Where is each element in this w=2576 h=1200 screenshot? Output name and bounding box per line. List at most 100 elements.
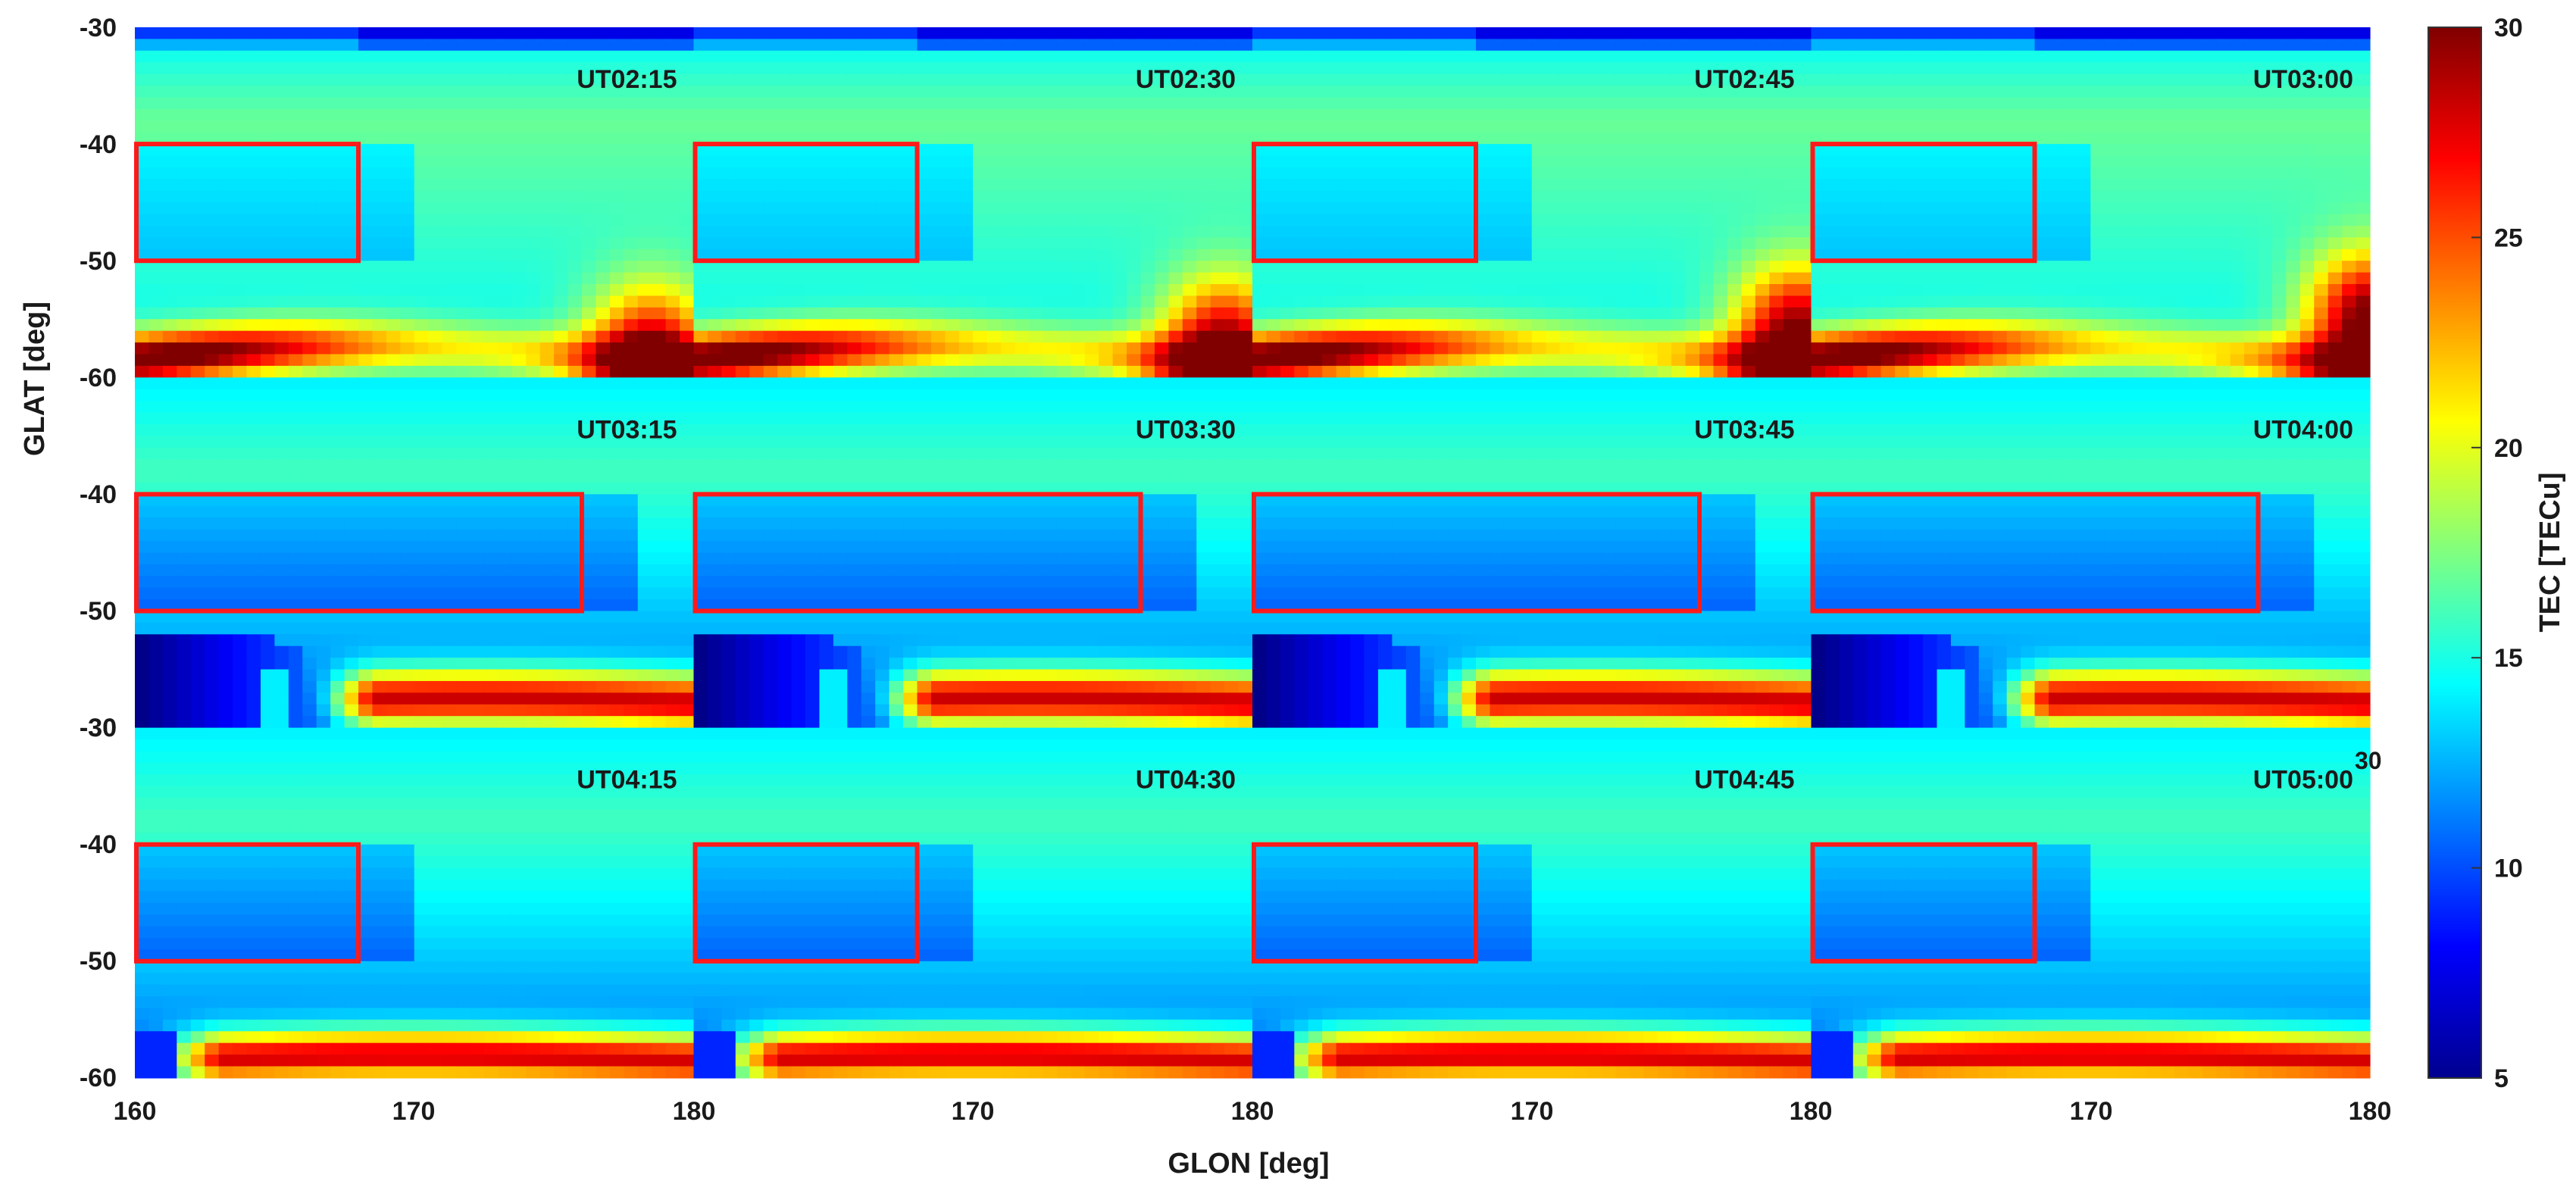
- heatmap-cell: [763, 108, 778, 121]
- heatmap-cell: [1392, 261, 1407, 273]
- heatmap-cell: [652, 319, 667, 332]
- heatmap-cell: [582, 108, 597, 121]
- heatmap-cell: [1699, 86, 1715, 98]
- heatmap-cell: [958, 108, 974, 121]
- heatmap-cell: [833, 214, 848, 227]
- heatmap-cell: [428, 144, 443, 157]
- heatmap-cell: [1978, 27, 1993, 40]
- heatmap-cell: [414, 214, 429, 227]
- heatmap-cell: [1965, 248, 1980, 261]
- heatmap-cell: [1824, 27, 1840, 40]
- heatmap-cell: [1797, 39, 1812, 52]
- heatmap-cell: [805, 108, 821, 121]
- heatmap-cell: [1043, 330, 1058, 343]
- heatmap-cell: [330, 319, 345, 332]
- heatmap-cell: [2034, 248, 2049, 261]
- heatmap-cell: [1308, 167, 1323, 180]
- heatmap-cell: [958, 307, 974, 320]
- heatmap-cell: [805, 190, 821, 203]
- heatmap-cell: [1084, 39, 1099, 52]
- heatmap-cell: [2216, 62, 2231, 75]
- heatmap-cell: [372, 295, 387, 308]
- heatmap-cell: [1099, 86, 1114, 98]
- heatmap-cell: [386, 319, 401, 332]
- heatmap-cell: [1322, 342, 1337, 355]
- heatmap-cell: [1531, 248, 1546, 261]
- heatmap-cell: [162, 330, 177, 343]
- heatmap-cell: [2356, 225, 2371, 238]
- heatmap-cell: [1978, 272, 1993, 285]
- heatmap-cell: [1014, 132, 1030, 145]
- heatmap-cell: [2062, 179, 2077, 192]
- heatmap-cell: [567, 179, 583, 192]
- heatmap-cell: [1099, 284, 1114, 297]
- heatmap-cell: [1783, 86, 1798, 98]
- heatmap-cell: [707, 225, 722, 238]
- heatmap-cell: [1238, 261, 1253, 273]
- heatmap-cell: [2258, 365, 2273, 378]
- heatmap-cell: [1950, 97, 1965, 110]
- heatmap-cell: [1099, 155, 1114, 168]
- heatmap-cell: [400, 261, 415, 273]
- heatmap-cell: [1909, 237, 1924, 250]
- heatmap-cell: [624, 377, 639, 390]
- heatmap-cell: [1336, 237, 1351, 250]
- heatmap-cell: [554, 423, 569, 436]
- heatmap-cell: [1140, 319, 1155, 332]
- heatmap-cell: [833, 248, 848, 261]
- heatmap-cell: [652, 377, 667, 390]
- heatmap-cell: [233, 167, 248, 180]
- heatmap-cell: [1993, 342, 2008, 355]
- heatmap-cell: [1574, 202, 1589, 215]
- heatmap-cell: [2160, 261, 2175, 273]
- heatmap-cell: [1601, 342, 1616, 355]
- heatmap-cell: [470, 261, 485, 273]
- heatmap-cell: [1895, 342, 1910, 355]
- heatmap-cell: [609, 295, 624, 308]
- heatmap-cell: [316, 412, 331, 425]
- heatmap-cell: [1336, 155, 1351, 168]
- heatmap-cell: [511, 401, 527, 414]
- heatmap-cell: [456, 237, 471, 250]
- heatmap-cell: [456, 401, 471, 414]
- heatmap-cell: [1546, 132, 1561, 145]
- heatmap-cell: [1895, 225, 1910, 238]
- heatmap-cell: [2104, 225, 2119, 238]
- heatmap-cell: [1476, 27, 1491, 40]
- heatmap-cell: [1629, 73, 1644, 86]
- heatmap-cell: [1266, 108, 1281, 121]
- heatmap-cell: [1224, 330, 1240, 343]
- heatmap-cell: [973, 179, 988, 192]
- heatmap-cell: [596, 377, 611, 390]
- heatmap-cell: [414, 342, 429, 355]
- heatmap-cell: [958, 120, 974, 133]
- heatmap-cell: [1923, 261, 1938, 273]
- heatmap-cell: [1029, 27, 1044, 40]
- heatmap-cell: [861, 167, 876, 180]
- heatmap-cell: [2342, 27, 2357, 40]
- heatmap-cell: [917, 365, 932, 378]
- heatmap-cell: [1322, 132, 1337, 145]
- heatmap-cell: [1140, 167, 1155, 180]
- heatmap-cell: [1559, 108, 1574, 121]
- heatmap-cell: [1462, 214, 1477, 227]
- heatmap-cell: [596, 120, 611, 133]
- heatmap-cell: [2034, 97, 2049, 110]
- heatmap-cell: [554, 365, 569, 378]
- heatmap-cell: [2146, 319, 2162, 332]
- heatmap-cell: [330, 50, 345, 63]
- heatmap-cell: [511, 97, 527, 110]
- heatmap-cell: [358, 342, 374, 355]
- heatmap-cell: [2034, 330, 2049, 343]
- heatmap-cell: [205, 389, 220, 402]
- heatmap-cell: [1909, 108, 1924, 121]
- heatmap-cell: [1308, 39, 1323, 52]
- heatmap-cell: [316, 272, 331, 285]
- heatmap-cell: [609, 354, 624, 367]
- heatmap-cell: [1266, 62, 1281, 75]
- heatmap-cell: [1029, 354, 1044, 367]
- heatmap-cell: [2216, 225, 2231, 238]
- heatmap-cell: [2342, 354, 2357, 367]
- heatmap-cell: [1224, 97, 1240, 110]
- heatmap-cell: [2146, 295, 2162, 308]
